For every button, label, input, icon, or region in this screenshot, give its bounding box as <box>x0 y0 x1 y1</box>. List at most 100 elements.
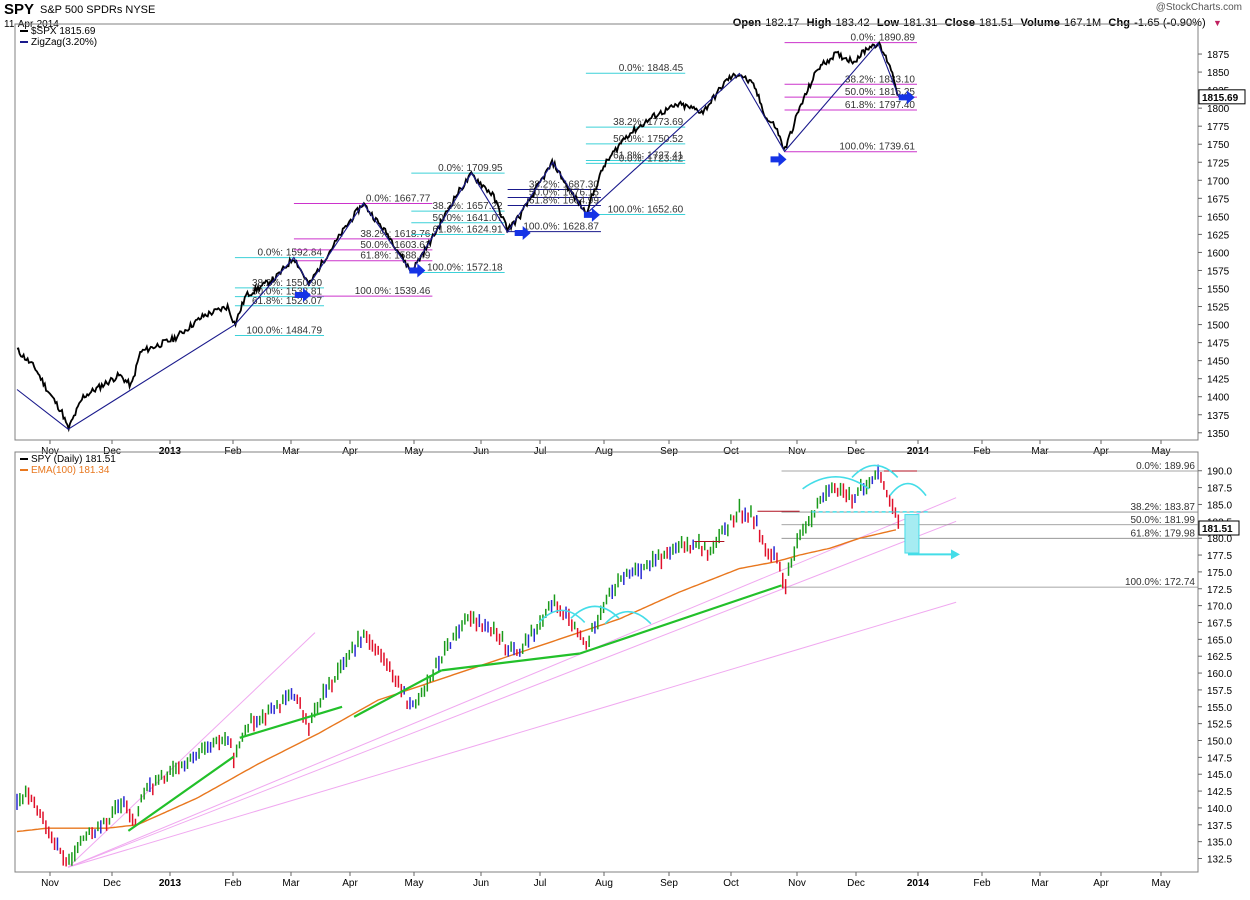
support-trendline <box>127 755 235 832</box>
retracement-arrow <box>898 90 915 105</box>
y-tick-label: 1775 <box>1207 122 1230 133</box>
fib-level-label: 61.8%: 1797.40 <box>845 100 915 111</box>
fib-level-label: 50.0%: 1750.52 <box>613 134 683 145</box>
y-tick-label: 1450 <box>1207 357 1230 368</box>
spx-price-line <box>16 40 899 433</box>
y-tick-label: 170.0 <box>1207 602 1232 613</box>
fib-level-label: 38.2%: 1550.90 <box>252 278 322 289</box>
quote-bar: Open 182.17 High 183.42 Low 181.31 Close 181… <box>729 17 1222 29</box>
support-trendline <box>441 652 581 672</box>
fib-level-label: 38.2%: 1833.10 <box>845 74 915 85</box>
fib-level-label: 0.0%: 1592.84 <box>258 248 323 259</box>
retracement-arrow <box>770 152 787 167</box>
volume-value: 167.1M <box>1063 17 1102 29</box>
close-label: Close <box>944 17 976 29</box>
retracement-arrow <box>294 287 311 302</box>
low-label: Low <box>876 17 900 29</box>
fib-level-label: 0.0%: 1848.45 <box>619 63 684 74</box>
support-trendline <box>239 705 343 739</box>
y-tick-label: 1475 <box>1207 339 1230 350</box>
y-tick-label: 1800 <box>1207 104 1230 115</box>
y-tick-label: 177.5 <box>1207 551 1232 562</box>
x-tick-label: Dec <box>103 878 121 889</box>
x-tick-label: Nov <box>41 878 59 889</box>
last-value-label: 1815.69 <box>1202 93 1239 104</box>
target-arrow-head <box>950 549 960 560</box>
pattern-arc <box>851 464 899 478</box>
panel-frame <box>14 23 1199 441</box>
symbol-name: S&P 500 SPDRs NYSE <box>40 4 155 16</box>
y-tick-label: 1600 <box>1207 248 1230 259</box>
chg-label: Chg <box>1108 17 1131 29</box>
fib-level-label: 38.2%: 1773.69 <box>613 117 683 128</box>
target-box <box>904 514 920 554</box>
y-tick-label: 155.0 <box>1207 703 1232 714</box>
last-value-box <box>1198 89 1246 105</box>
x-tick-label: May <box>405 878 424 889</box>
y-tick-label: 1500 <box>1207 321 1230 332</box>
menu-caret-icon[interactable]: ▼ <box>1212 18 1222 28</box>
y-tick-label: 157.5 <box>1207 686 1232 697</box>
fan-line <box>67 632 316 868</box>
y-tick-label: 180.0 <box>1207 534 1232 545</box>
volume-label: Volume <box>1020 17 1060 29</box>
x-tick-label: Aug <box>595 878 613 889</box>
fib-level-label: 50.0%: 1676.15 <box>529 187 599 198</box>
retracement-arrow <box>583 207 600 222</box>
chg-value: -1.65 (-0.90%) <box>1134 17 1206 29</box>
y-tick-label: 165.0 <box>1207 635 1232 646</box>
y-tick-label: 1875 <box>1207 50 1230 61</box>
y-tick-label: 132.5 <box>1207 855 1232 866</box>
y-tick-label: 175.0 <box>1207 568 1232 579</box>
fib-level-label: 38.2%: 183.87 <box>1131 502 1196 513</box>
y-tick-label: 162.5 <box>1207 652 1232 663</box>
fib-level-label: 100.0%: 1539.46 <box>355 286 431 297</box>
fib-level-label: 0.0%: 1890.89 <box>850 33 915 44</box>
fib-level-label: 61.8%: 179.98 <box>1131 528 1196 539</box>
x-tick-label: 2014 <box>907 878 930 889</box>
fib-level-label: 61.8%: 1588.49 <box>360 251 430 262</box>
legend-entry: ZigZag(3.20%) <box>31 37 97 48</box>
y-tick-label: 142.5 <box>1207 787 1232 798</box>
x-tick-label: Apr <box>1093 878 1109 889</box>
x-tick-label: Dec <box>847 878 865 889</box>
last-value-label: 181.51 <box>1202 524 1233 535</box>
stockcharts-logo: @StockCharts.com <box>1155 2 1242 13</box>
low-value: 181.31 <box>903 17 938 29</box>
fib-level-label: 100.0%: 172.74 <box>1125 577 1195 588</box>
fib-level-label: 100.0%: 1484.79 <box>246 326 322 337</box>
y-tick-label: 150.0 <box>1207 736 1232 747</box>
y-tick-label: 1350 <box>1207 429 1230 440</box>
fib-level-label: 50.0%: 1603.61 <box>360 240 430 251</box>
y-tick-label: 1700 <box>1207 176 1230 187</box>
y-tick-label: 140.0 <box>1207 804 1232 815</box>
x-tick-label: May <box>1152 878 1171 889</box>
fib-level-label: 100.0%: 1572.18 <box>427 262 503 273</box>
fib-level-label: 0.0%: 189.96 <box>1136 461 1195 472</box>
fan-line <box>67 520 957 868</box>
legend-entry: $SPX 1815.69 <box>31 26 96 37</box>
fib-level-label: 61.8%: 1727.41 <box>613 151 683 162</box>
pattern-arc <box>604 610 652 625</box>
fib-level-label: 100.0%: 1739.61 <box>839 142 915 153</box>
fib-level-label: 61.8%: 1624.91 <box>433 224 503 235</box>
high-label: High <box>806 17 832 29</box>
spx-panel: 1350 1375 1400 1425 1450 1475 1500 1525 1550 1575… <box>14 23 1246 457</box>
retracement-arrow <box>514 225 531 240</box>
y-tick-label: 1850 <box>1207 68 1230 79</box>
y-tick-label: 1525 <box>1207 303 1230 314</box>
fib-level-label: 61.8%: 1526.07 <box>252 296 322 307</box>
fib-level-label: 50.0%: 1538.81 <box>252 287 322 298</box>
fib-level-label: 0.0%: 1667.77 <box>366 194 431 205</box>
y-tick-label: 1550 <box>1207 285 1230 296</box>
support-trendline <box>579 584 782 655</box>
x-tick-label: Oct <box>723 878 739 889</box>
fib-level-label: 50.0%: 1815.25 <box>845 87 915 98</box>
exchange-label: NYSE <box>125 4 156 16</box>
fib-level-label: 61.8%: 1664.99 <box>529 196 599 207</box>
y-tick-label: 147.5 <box>1207 753 1232 764</box>
fib-level-label: 38.2%: 1687.30 <box>529 179 599 190</box>
last-value-box <box>1198 520 1240 536</box>
fib-level-label: 50.0%: 181.99 <box>1131 515 1196 526</box>
